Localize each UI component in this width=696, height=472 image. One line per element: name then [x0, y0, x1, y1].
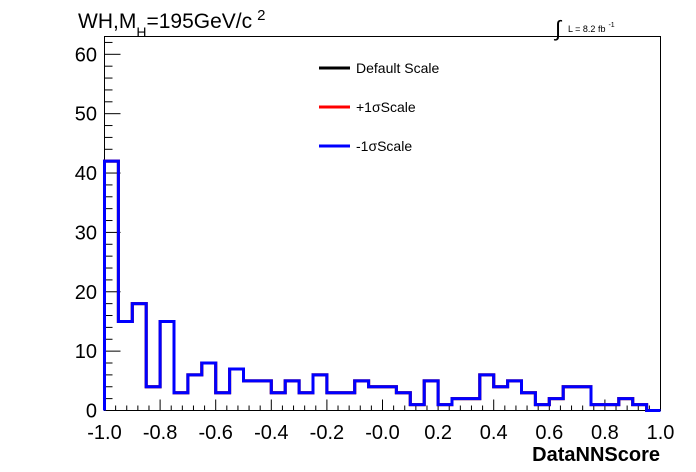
y-tick-label: 60 [75, 44, 97, 66]
tick-labels: -1.0 -0.8 -0.6 -0.4 -0.2 -0.0 0.2 0.4 0.6 0.8 1.0 0… [75, 44, 675, 444]
x-tick-label: -0.8 [143, 422, 177, 444]
x-tick-label: 1.0 [647, 422, 675, 444]
x-tick-label: 0.2 [424, 422, 452, 444]
y-tick-label: 10 [75, 341, 97, 363]
legend-entry: Default Scale [356, 60, 439, 76]
x-tick-label: -0.4 [254, 422, 288, 444]
y-tick-label: 0 [86, 401, 97, 423]
y-tick-label: 30 [75, 222, 97, 244]
luminosity-label: L = 8.2 fb -1 [568, 22, 615, 34]
legend-entry: -1σScale [356, 138, 412, 154]
x-tick-label: 0.4 [480, 422, 508, 444]
legend-entry: +1σScale [356, 99, 416, 115]
x-axis-label: DataNNScore [532, 444, 660, 466]
series-layer [103, 159, 661, 412]
y-tick-label: 50 [75, 104, 97, 126]
x-tick-label: 0.8 [591, 422, 619, 444]
y-tick-label: 20 [75, 282, 97, 304]
x-tick-label: -0.0 [365, 422, 399, 444]
series-line [103, 159, 661, 412]
x-tick-label: -0.6 [198, 422, 232, 444]
chart-title: WH,MH=195GeV/c 2 [78, 7, 265, 40]
legend: Default Scale +1σScale -1σScale [319, 60, 439, 154]
y-tick-label: 40 [75, 163, 97, 185]
integral-symbol: ∫ [553, 16, 563, 41]
x-tick-label: 0.6 [535, 422, 563, 444]
x-tick-label: -0.2 [310, 422, 344, 444]
x-tick-label: -1.0 [87, 422, 121, 444]
